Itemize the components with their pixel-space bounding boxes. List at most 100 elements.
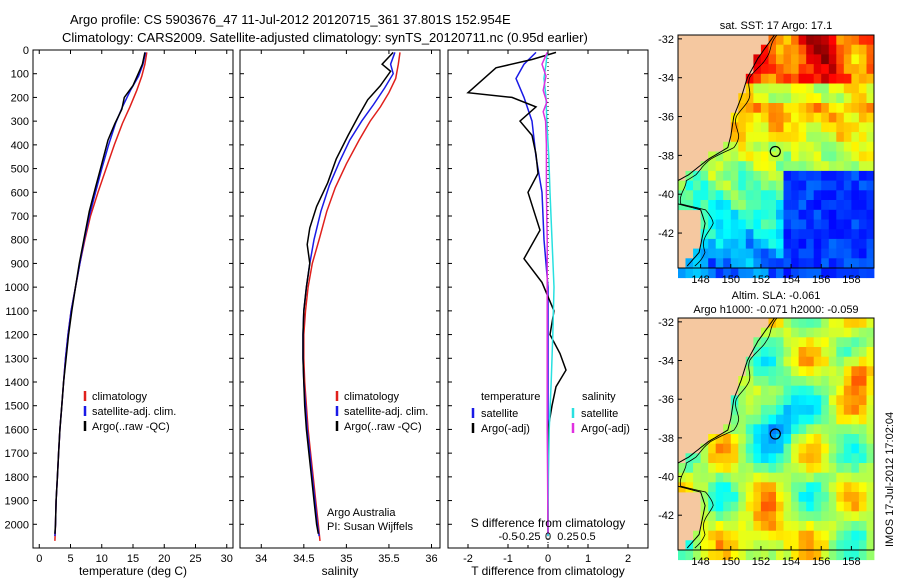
- map-cell: [693, 248, 701, 259]
- map-cell: [843, 103, 852, 114]
- map-cell: [828, 219, 837, 230]
- map-cell: [806, 385, 815, 396]
- map-cell: [798, 141, 807, 152]
- map-cell: [783, 268, 792, 279]
- map-cell: [858, 540, 867, 551]
- map-cell: [715, 492, 724, 503]
- map-cell: [851, 258, 860, 269]
- map-cell: [866, 443, 875, 454]
- map-cell: [753, 472, 762, 483]
- map-cell: [700, 550, 709, 561]
- map-cell: [806, 219, 815, 230]
- map-cell: [813, 54, 822, 65]
- map-cell: [685, 472, 694, 483]
- map-cell: [813, 248, 822, 259]
- map-cell: [730, 170, 739, 181]
- shelf-contour: [679, 317, 778, 549]
- series-line-climatology: [54, 52, 148, 541]
- map-cell: [858, 238, 867, 249]
- map-cell: [730, 122, 739, 133]
- map-cell: [836, 200, 845, 211]
- map-cell: [843, 248, 852, 259]
- map-cell: [783, 73, 792, 84]
- map-cell: [836, 112, 845, 123]
- y-tick-label: 1000: [5, 282, 29, 294]
- map-cell: [745, 443, 754, 454]
- map-cell: [791, 141, 799, 152]
- map-cell: [828, 248, 837, 259]
- map-cell: [851, 463, 860, 474]
- map-cell: [813, 453, 822, 464]
- map-cell: [723, 482, 732, 493]
- x-tick-label: 30: [221, 553, 233, 565]
- map-cell: [678, 190, 686, 201]
- map-cell: [685, 200, 694, 211]
- map-cell: [776, 151, 784, 162]
- map-cell: [791, 395, 799, 406]
- map-cell: [843, 180, 852, 191]
- map-cell: [866, 385, 875, 396]
- map-cell: [813, 337, 822, 348]
- map-y-tick-label: -40: [658, 472, 674, 484]
- map-cell: [723, 492, 732, 503]
- map-cell: [828, 161, 837, 172]
- map-cell: [851, 141, 860, 152]
- y-tick-label: 2000: [5, 519, 29, 531]
- x-axis-label: salinity: [322, 564, 359, 578]
- y-tick-label: 400: [11, 140, 29, 152]
- map-frame: [677, 34, 875, 269]
- map-cell: [851, 112, 860, 123]
- map-cell: [858, 443, 867, 454]
- map-cell: [783, 424, 792, 435]
- map-cell: [821, 112, 830, 123]
- map-cell: [776, 35, 784, 46]
- map-cell: [768, 405, 777, 416]
- map-cell: [843, 472, 852, 483]
- map-cell: [843, 385, 852, 396]
- map-cell: [821, 501, 830, 512]
- map-cell: [836, 209, 845, 220]
- map-cell: [730, 161, 739, 172]
- map-cell: [783, 366, 792, 377]
- map-cell: [700, 190, 709, 201]
- map-cell: [851, 540, 860, 551]
- map-cell: [821, 318, 830, 329]
- map-cell: [678, 463, 686, 474]
- map-cell: [843, 492, 852, 503]
- y-tick-label: 1700: [5, 448, 29, 460]
- map-cell: [866, 337, 875, 348]
- map-cell: [738, 248, 747, 259]
- map-cell: [806, 521, 815, 532]
- x-tick-label: 25: [189, 553, 201, 565]
- map-cell: [813, 112, 822, 123]
- map-cell: [866, 219, 875, 230]
- map-cell: [745, 482, 754, 493]
- map-cell: [806, 35, 815, 46]
- map-cell: [693, 268, 701, 279]
- map-cell: [851, 521, 860, 532]
- map-cell: [813, 229, 822, 240]
- figure-title-line1: Argo profile: CS 5903676_47 11-Jul-2012 …: [70, 12, 511, 27]
- map-cell: [821, 482, 830, 493]
- map-cell: [708, 511, 717, 522]
- map-cell: [798, 424, 807, 435]
- map-cell: [783, 238, 792, 249]
- map-cell: [760, 268, 769, 279]
- map-cell: [851, 356, 860, 367]
- map-cell: [723, 550, 732, 561]
- map-cell: [828, 268, 837, 279]
- map-cell: [806, 492, 815, 503]
- map-cell: [813, 35, 822, 46]
- legend-label: satellite: [481, 408, 518, 420]
- map-cell: [730, 180, 739, 191]
- map-cell: [821, 424, 830, 435]
- map-cell: [858, 347, 867, 358]
- map-cell: [858, 405, 867, 416]
- map-cell: [866, 424, 875, 435]
- map-cell: [738, 209, 747, 220]
- map-cell: [715, 238, 724, 249]
- map-cell: [798, 103, 807, 114]
- map-cell: [851, 93, 860, 104]
- map-cell: [738, 122, 747, 133]
- x-tick-label: 35.5: [378, 553, 399, 565]
